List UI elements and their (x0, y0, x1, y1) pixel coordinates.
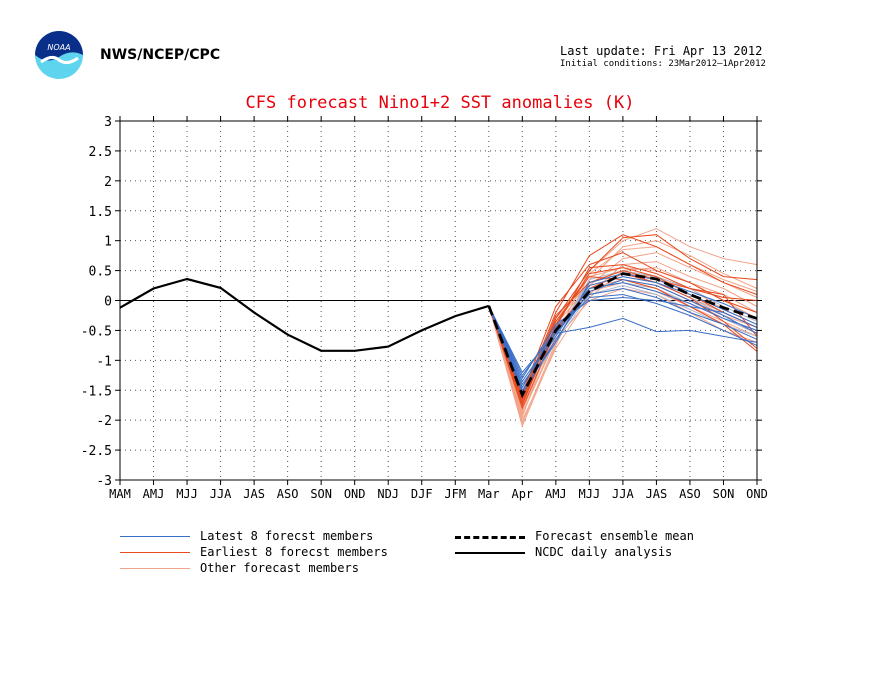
x-tick-label: JJA (210, 487, 232, 501)
y-tick-label: -2 (96, 414, 112, 429)
logo-text: NOAA (47, 43, 70, 52)
latest-member-line (488, 293, 758, 377)
legend-line-mean (455, 536, 525, 539)
x-tick-label: JFM (444, 487, 466, 501)
x-tick-label: SON (310, 487, 332, 501)
legend-line-other (120, 568, 190, 569)
x-tick-label: AMJ (143, 487, 165, 501)
x-tick-label: ASO (277, 487, 299, 501)
x-tick-label: ASO (679, 487, 701, 501)
legend-label-analysis: NCDC daily analysis (535, 545, 673, 559)
y-tick-label: 1 (104, 235, 112, 250)
y-tick-label: 0.5 (89, 265, 112, 280)
y-tick-label: 3 (104, 115, 112, 130)
x-tick-label: MJJ (579, 487, 601, 501)
latest-member-line (488, 282, 758, 383)
legend-line-latest (120, 536, 190, 537)
y-tick-label: 0 (104, 295, 112, 310)
series-layer (119, 228, 758, 428)
latest-member-line (488, 305, 758, 374)
y-tick-label: -2.5 (81, 444, 112, 459)
grid (120, 121, 757, 480)
latest-member-line (488, 279, 758, 395)
x-tick-label: Mar (478, 487, 500, 501)
y-tick-label: -1.5 (81, 384, 112, 399)
y-tick-label: -0.5 (81, 324, 112, 339)
last-update-label: Last update: Fri Apr 13 2012 (560, 44, 763, 58)
x-tick-label: AMJ (545, 487, 567, 501)
x-tick-label: OND (344, 487, 366, 501)
x-tick-label: NDJ (377, 487, 399, 501)
other-member-line (488, 252, 758, 419)
other-member-line (488, 246, 758, 428)
legend-line-earliest (120, 552, 190, 553)
x-tick-label: JJA (612, 487, 634, 501)
legend-label-other: Other forecast members (200, 561, 359, 575)
agency-label: NWS/NCEP/CPC (100, 47, 221, 63)
y-tick-label: 1.5 (89, 205, 112, 220)
chart-title: CFS forecast Nino1+2 SST anomalies (K) (246, 93, 635, 113)
y-tick-label: 2 (104, 175, 112, 190)
forecast-chart: CFS forecast Nino1+2 SST anomalies (K) 3… (81, 93, 768, 501)
x-tick-label: Apr (511, 487, 533, 501)
x-tick-label: OND (746, 487, 768, 501)
latest-member-line (488, 287, 758, 389)
y-tick-label: -1 (96, 354, 112, 369)
noaa-logo: NOAA (35, 31, 83, 79)
x-tick-label: JAS (243, 487, 265, 501)
legend-label-mean: Forecast ensemble mean (535, 529, 694, 543)
y-tick-label: -3 (96, 474, 112, 489)
y-tick-label: 2.5 (89, 145, 112, 160)
x-tick-label: JAS (646, 487, 668, 501)
legend-label-latest: Latest 8 forecst members (200, 529, 374, 543)
x-tick-label: MAM (109, 487, 131, 501)
initial-conditions-label: Initial conditions: 23Mar2012–1Apr2012 (560, 59, 766, 69)
x-tick-label: DJF (411, 487, 433, 501)
earliest-member-line (488, 264, 758, 404)
analysis-line (119, 277, 490, 352)
ensemble-mean-line (487, 272, 758, 399)
x-tick-label: MJJ (176, 487, 198, 501)
x-tick-label: SON (713, 487, 735, 501)
plot-frame (119, 120, 758, 481)
legend-line-analysis (455, 552, 525, 554)
legend-label-earliest: Earliest 8 forecst members (200, 545, 388, 559)
